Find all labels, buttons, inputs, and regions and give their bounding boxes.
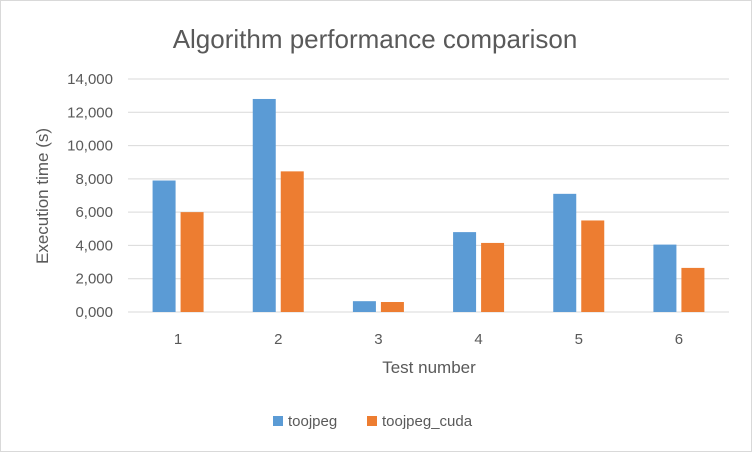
y-tick-label: 14,000 [67,71,113,88]
bar-toojpeg_cuda-4 [481,242,505,312]
bar-toojpeg_cuda-5 [581,220,605,312]
y-axis-ticks: 0,000 2,000 4,000 6,000 8,000 10,000 12,000 14,… [67,71,113,321]
bar-toojpeg_cuda-6 [681,267,705,312]
y-tick-label: 0,000 [75,304,113,321]
bar-toojpeg_cuda-2 [280,171,304,312]
bars [152,98,705,312]
bar-toojpeg_cuda-1 [180,212,204,312]
x-tick-label: 2 [274,331,282,348]
y-tick-label: 8,000 [75,171,113,188]
legend-swatch [367,416,377,426]
y-tick-label: 6,000 [75,204,113,221]
x-tick-label: 6 [675,331,683,348]
x-tick-label: 1 [174,331,182,348]
bar-toojpeg-1 [152,180,176,312]
chart-title: Algorithm performance comparison [173,24,578,54]
y-tick-label: 10,000 [67,138,113,155]
y-tick-label: 4,000 [75,237,113,254]
bar-toojpeg-2 [252,98,276,312]
bar-toojpeg-5 [553,193,577,312]
bar-toojpeg-4 [453,232,477,312]
y-tick-label: 12,000 [67,104,113,121]
x-axis-title: Test number [382,358,476,377]
bar-toojpeg_cuda-3 [380,302,404,312]
legend-label: toojpeg [288,413,337,430]
x-tick-label: 4 [474,331,482,348]
gridlines [128,78,729,313]
legend-label: toojpeg_cuda [382,413,473,430]
legend: toojpeg toojpeg_cuda [273,413,473,430]
x-tick-label: 3 [374,331,382,348]
y-axis-title: Execution time (s) [33,128,52,264]
x-tick-label: 5 [575,331,583,348]
y-tick-label: 2,000 [75,271,113,288]
bar-toojpeg-3 [352,301,376,312]
bar-toojpeg-6 [653,244,677,312]
x-axis-ticks: 1 2 3 4 5 6 [174,331,683,348]
legend-swatch [273,416,283,426]
